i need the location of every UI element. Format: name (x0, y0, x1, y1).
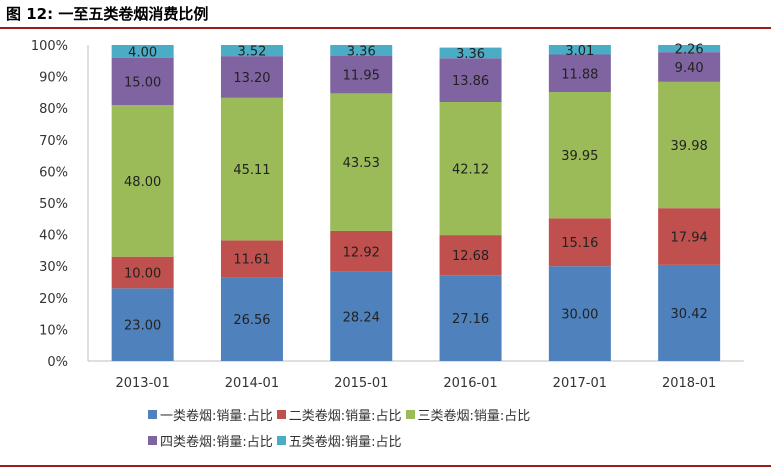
bar-segment (548, 54, 611, 93)
bar-segment (220, 56, 283, 98)
data-label: 23.00 (124, 319, 161, 334)
bar-segment (548, 266, 611, 361)
legend-label: 三类卷烟:销量:占比 (417, 409, 531, 424)
legend-swatch (148, 410, 157, 419)
data-label: 10.00 (124, 267, 161, 282)
data-label: 27.16 (452, 312, 489, 327)
bar-segment (111, 256, 174, 289)
data-label: 9.40 (675, 61, 704, 76)
bar-segment (548, 218, 611, 267)
legend-row-1: 一类卷烟:销量:占比 二类卷烟:销量:占比 三类卷烟:销量:占比 (148, 405, 530, 424)
y-tick-label: 10% (39, 323, 68, 338)
data-label: 4.00 (128, 45, 157, 60)
bar-segment (439, 235, 502, 276)
bar-segment (548, 45, 611, 55)
bottom-rule (0, 465, 771, 467)
data-label: 3.01 (565, 44, 594, 59)
data-label: 42.12 (452, 163, 489, 178)
legend-swatch (276, 410, 286, 419)
data-label: 2.26 (675, 43, 704, 58)
bar-segment (658, 81, 721, 209)
data-label: 30.42 (671, 307, 708, 322)
bar-segment (330, 271, 393, 361)
data-label: 11.88 (561, 67, 598, 82)
top-rule (0, 27, 771, 29)
bar-segment (548, 92, 611, 219)
stacked-bar-chart: 0% 10% 20% 30% 40% 50% 60% 70% 80% 90% 100% 23.00 10… (31, 39, 744, 391)
data-label: 30.00 (561, 308, 598, 323)
x-tick-label: 2013-01 (115, 376, 169, 391)
data-label: 45.11 (233, 163, 270, 178)
bar-segment (111, 57, 174, 106)
legend-item: 一类卷烟:销量:占比 (148, 405, 273, 424)
data-label: 15.00 (124, 75, 161, 90)
bar-segment (220, 240, 283, 278)
data-label: 3.36 (456, 47, 485, 62)
bar-segment (220, 277, 283, 361)
legend-label: 五类卷烟:销量:占比 (288, 435, 402, 450)
y-tick-label: 70% (39, 134, 68, 149)
data-label: 13.20 (233, 71, 270, 86)
x-tick-label: 2014-01 (225, 376, 279, 391)
legend-swatch (405, 410, 415, 419)
legend-item: 二类卷烟:销量:占比 (276, 405, 402, 424)
data-label: 28.24 (343, 310, 380, 325)
bar-segment (111, 288, 174, 361)
bar-segment (658, 45, 721, 53)
y-tick-label: 30% (39, 260, 68, 275)
y-tick-label: 80% (39, 102, 68, 117)
bar-segment (330, 230, 393, 272)
data-label: 15.16 (561, 236, 598, 251)
bar-segment (439, 102, 502, 236)
bar-segment (439, 275, 502, 361)
y-tick-label: 100% (31, 39, 68, 54)
bar-segment (220, 45, 283, 57)
y-tick-label: 50% (39, 197, 68, 212)
y-tick-label: 20% (39, 292, 68, 307)
data-label: 26.56 (233, 313, 270, 328)
y-tick-label: 40% (39, 229, 68, 244)
bar-segment (330, 55, 393, 94)
data-label: 12.68 (452, 249, 489, 264)
legend-item: 五类卷烟:销量:占比 (276, 431, 402, 450)
data-label: 3.52 (237, 45, 266, 60)
legend-swatch (276, 436, 286, 445)
bar-segment (658, 208, 721, 265)
legend-item: 三类卷烟:销量:占比 (405, 405, 531, 424)
data-label: 43.53 (343, 156, 380, 171)
data-label: 12.92 (343, 245, 380, 260)
x-tick-label: 2018-01 (662, 376, 716, 391)
data-label: 13.86 (452, 74, 489, 89)
x-tick-label: 2015-01 (334, 376, 388, 391)
data-label: 3.36 (347, 44, 376, 59)
data-label: 39.95 (561, 149, 598, 164)
x-tick-label: 2017-01 (553, 376, 607, 391)
legend-item: 四类卷烟:销量:占比 (148, 431, 273, 450)
data-label: 48.00 (124, 175, 161, 190)
bar-segment (330, 93, 393, 231)
data-label: 11.61 (233, 253, 270, 268)
legend-row-2: 四类卷烟:销量:占比 五类卷烟:销量:占比 (148, 431, 402, 450)
data-label: 17.94 (671, 231, 708, 246)
legend-swatch (148, 436, 157, 445)
bar-segment (439, 58, 502, 103)
bar-segment (658, 264, 721, 361)
legend-label: 二类卷烟:销量:占比 (288, 409, 402, 424)
figure-title: 图 12: 一至五类卷烟消费比例 (6, 5, 209, 23)
x-tick-label: 2016-01 (443, 376, 497, 391)
data-label: 39.98 (671, 139, 708, 154)
bar-segment (439, 47, 502, 59)
bar-segment (111, 45, 174, 58)
y-tick-label: 60% (39, 165, 68, 180)
y-tick-label: 0% (47, 355, 68, 370)
bar-segment (330, 45, 393, 56)
bar-segment (220, 97, 283, 241)
legend-label: 四类卷烟:销量:占比 (160, 435, 273, 450)
bar-segment (111, 105, 174, 257)
data-label: 11.95 (343, 68, 380, 83)
y-tick-label: 90% (39, 71, 68, 86)
legend-label: 一类卷烟:销量:占比 (160, 409, 273, 424)
bar-segment (658, 52, 721, 82)
